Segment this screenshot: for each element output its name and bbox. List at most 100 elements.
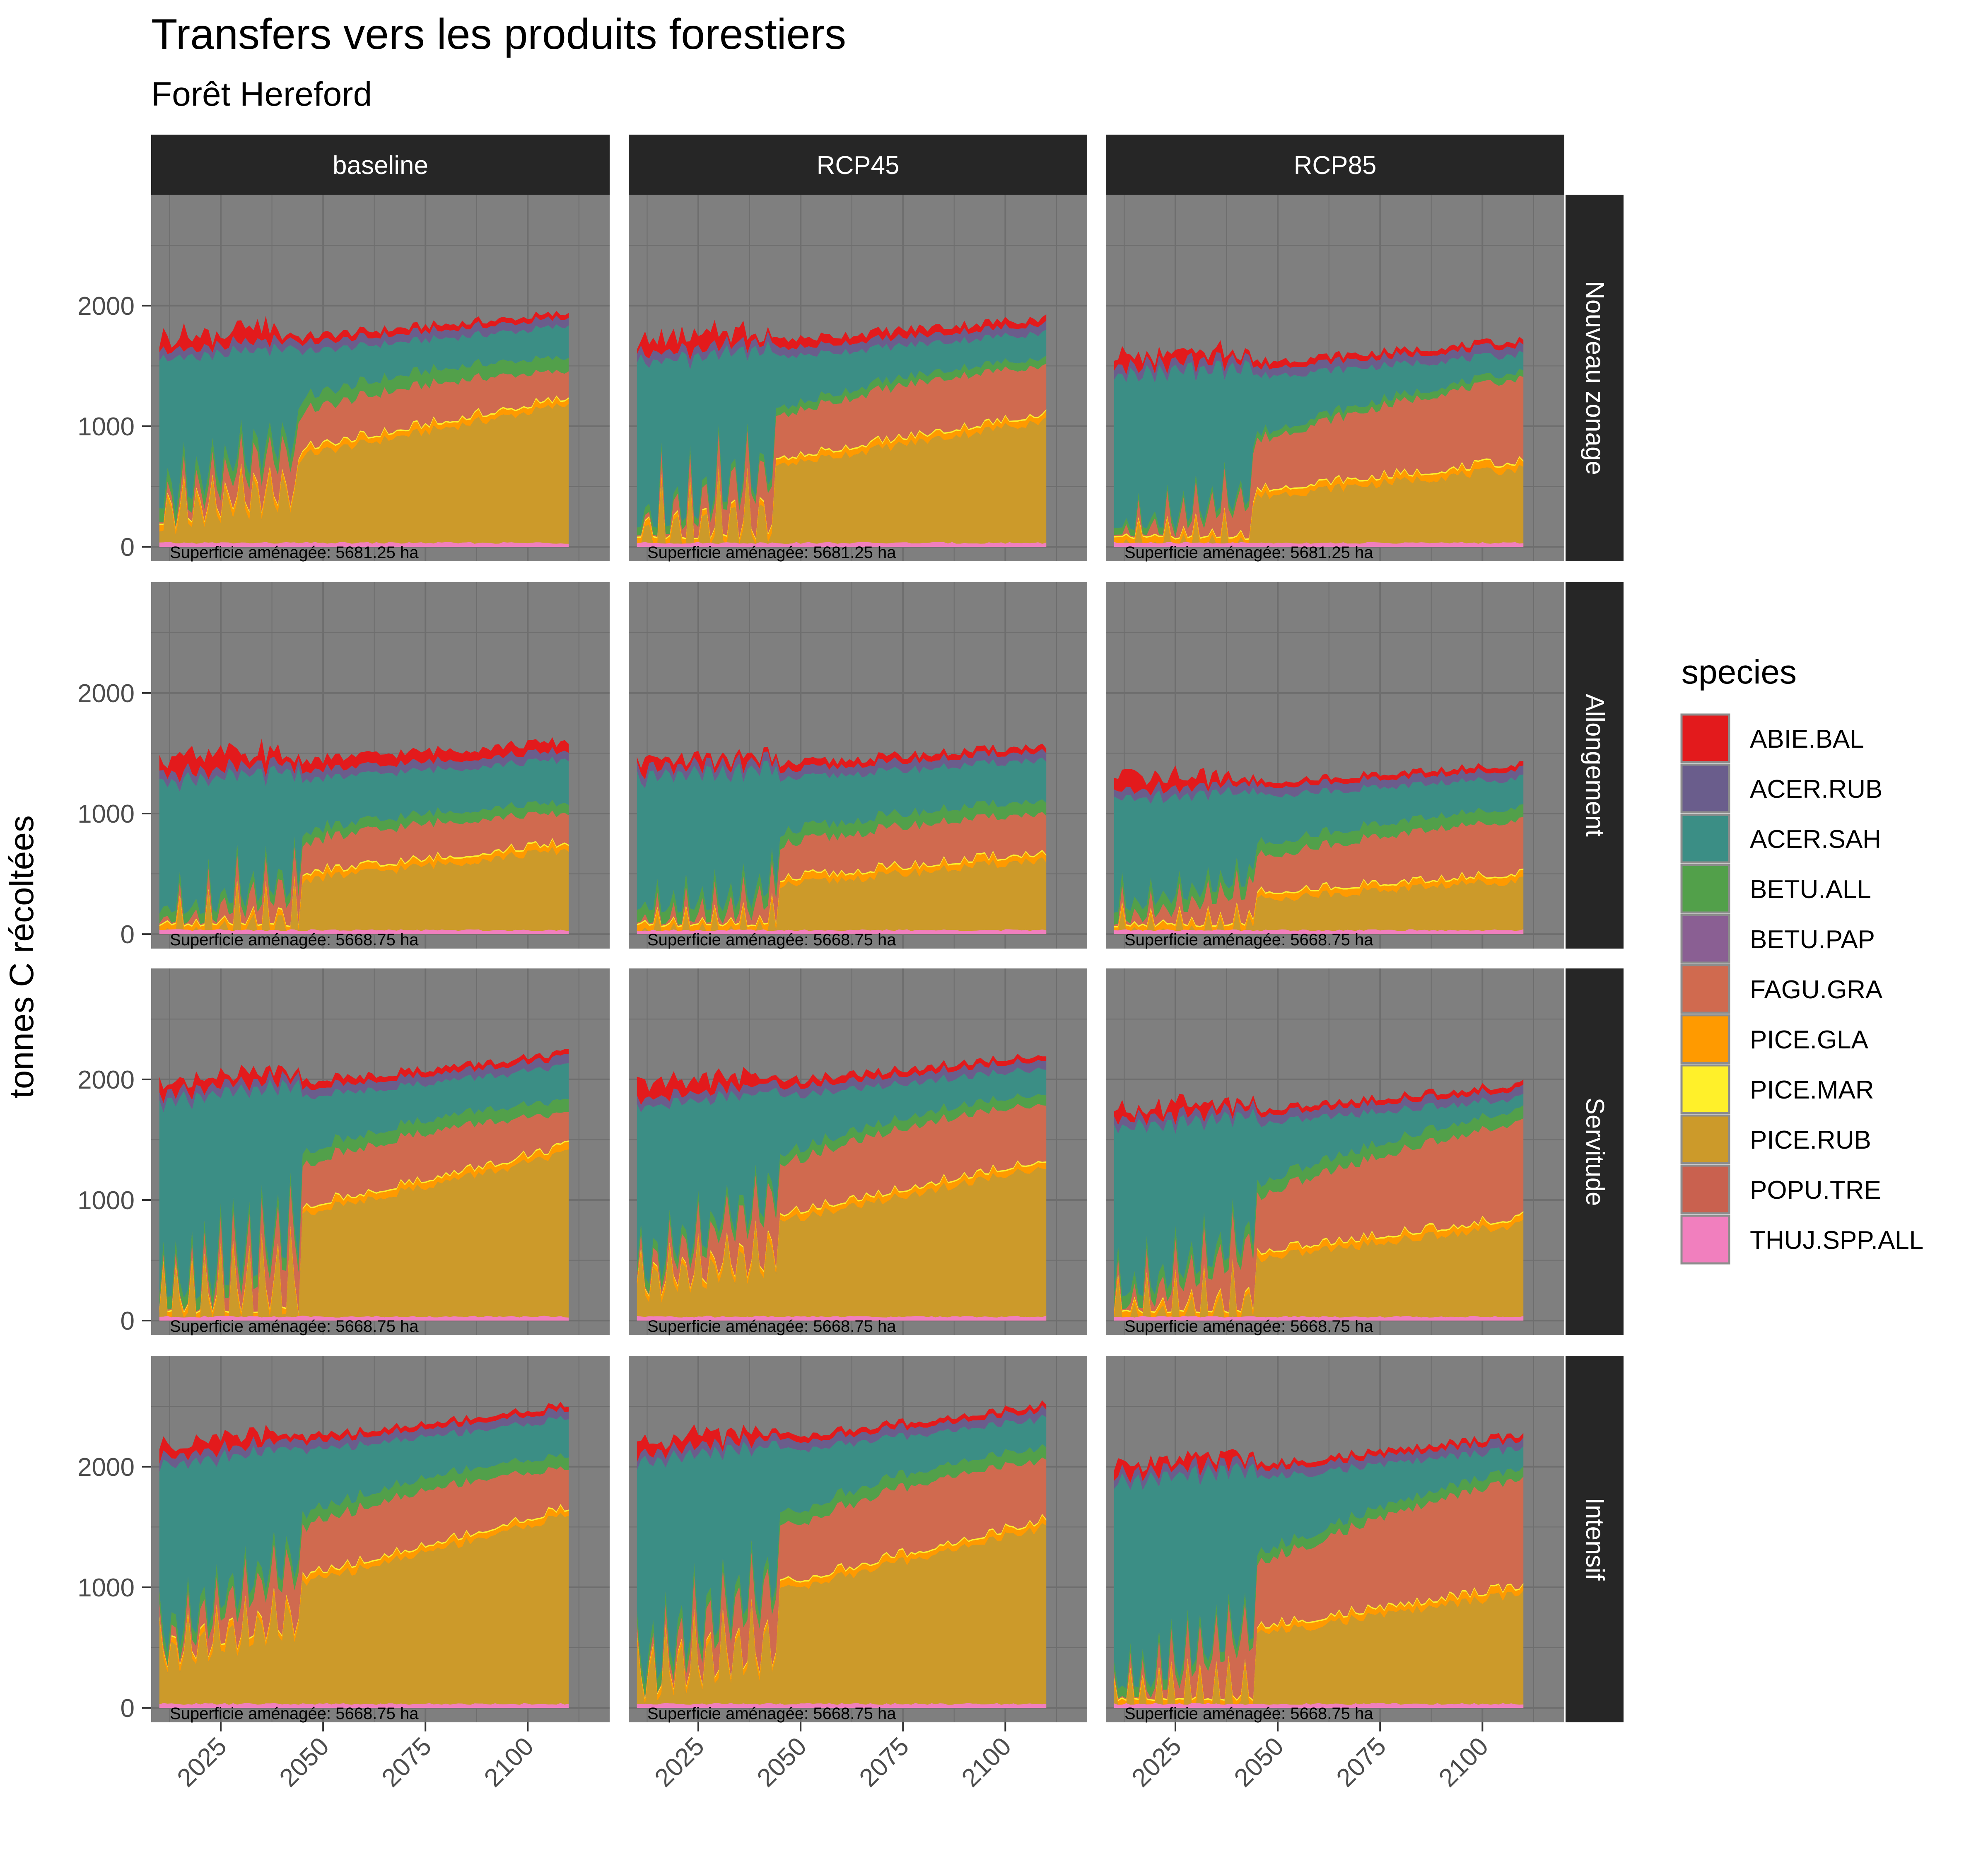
area-acer-rub (1114, 1437, 1524, 1490)
area-acer-rub (637, 321, 1047, 370)
legend-swatch (1680, 964, 1730, 1014)
area-abie-bal (637, 1400, 1047, 1463)
facet-panel: Superficie aménagée: 5668.75 ha (629, 968, 1087, 1335)
area-acer-rub (1114, 341, 1524, 383)
managed-area-label: Superficie aménagée: 5681.25 ha (1124, 543, 1373, 562)
area-fagu-gra (637, 812, 1047, 926)
area-fagu-gra (1114, 1118, 1524, 1312)
area-thuj-spp-all (637, 1316, 1047, 1321)
area-fagu-gra (159, 369, 569, 529)
area-acer-sah (637, 329, 1047, 528)
area-betu-all (159, 1099, 569, 1311)
area-thuj-spp-all (1114, 542, 1524, 547)
y-tick-label: 1000 (77, 413, 135, 441)
area-acer-sah (159, 1416, 569, 1653)
y-tick-label: 0 (121, 1694, 135, 1723)
chart-title: Transfers vers les produits forestiers (151, 10, 846, 58)
strip-background (151, 135, 610, 195)
area-abie-bal (1114, 1432, 1524, 1483)
y-tick-label: 2000 (77, 292, 135, 321)
area-acer-rub (637, 1058, 1047, 1113)
y-tick-label: 1000 (77, 1574, 135, 1602)
legend-label: BETU.PAP (1750, 925, 1875, 954)
area-acer-rub (637, 749, 1047, 789)
area-pice-rub (159, 1513, 569, 1708)
area-betu-all (1114, 804, 1524, 925)
area-thuj-spp-all (637, 929, 1047, 934)
legend-swatch (1680, 1214, 1730, 1265)
area-acer-rub (159, 315, 569, 362)
area-fagu-gra (159, 1112, 569, 1313)
area-pice-rub (637, 1523, 1047, 1708)
strip-label-scenario: RCP85 (1294, 151, 1377, 180)
legend-swatch (1680, 1064, 1730, 1114)
strip-background (629, 135, 1087, 195)
y-axis-label: tonnes C récoltées (3, 815, 41, 1099)
facet-strip-row: Allongement (1566, 582, 1624, 949)
area-thuj-spp-all (159, 542, 569, 547)
managed-area-label: Superficie aménagée: 5668.75 ha (1124, 931, 1373, 949)
area-acer-rub (637, 1405, 1047, 1470)
legend-swatch (1680, 713, 1730, 763)
area-fagu-gra (1114, 375, 1524, 539)
area-abie-bal (637, 1053, 1047, 1105)
managed-area-label: Superficie aménagée: 5668.75 ha (647, 931, 896, 949)
area-thuj-spp-all (637, 542, 1047, 547)
area-acer-rub (1114, 765, 1524, 804)
legend: species ABIE.BAL ACER.RUB ACER.SAH BETU.ALL… (1680, 653, 1923, 1265)
facet-panel: Superficie aménagée: 5668.75 ha (1106, 968, 1564, 1335)
area-pice-rub (159, 847, 569, 934)
legend-label: BETU.ALL (1750, 875, 1871, 904)
area-acer-rub (159, 1054, 569, 1113)
area-pice-gla (159, 839, 569, 932)
area-acer-sah (1114, 774, 1524, 913)
strip-background (1566, 195, 1624, 561)
legend-label: POPU.TRE (1750, 1176, 1881, 1205)
facet-panel: Superficie aménagée: 5668.75 ha (1106, 582, 1564, 949)
legend-swatch (1680, 914, 1730, 964)
area-acer-rub (159, 1406, 569, 1472)
area-acer-rub (159, 747, 569, 792)
managed-area-label: Superficie aménagée: 5668.75 ha (1124, 1705, 1373, 1723)
y-tick-label: 1000 (77, 800, 135, 828)
legend-swatch (1680, 1164, 1730, 1214)
area-pice-rub (637, 1167, 1047, 1321)
facet-panel: Superficie aménagée: 5681.25 ha (629, 195, 1087, 562)
area-abie-bal (637, 314, 1047, 360)
area-betu-all (1114, 1466, 1524, 1699)
strip-label-treatment: Intensif (1580, 1498, 1609, 1581)
facet-panel: Superficie aménagée: 5681.25 ha 0 1000 2000 (77, 195, 610, 562)
area-abie-bal (1114, 1079, 1524, 1125)
strip-label-treatment: Nouveau zonage (1580, 281, 1609, 475)
managed-area-label: Superficie aménagée: 5668.75 ha (647, 1317, 896, 1335)
facet-panel: Superficie aménagée: 5681.25 ha (1106, 195, 1564, 562)
facet-strip-col: RCP45 (629, 135, 1087, 195)
facet-strip-col: RCP85 (1106, 135, 1564, 195)
legend-label: PICE.RUB (1750, 1126, 1871, 1154)
area-acer-rub (1114, 1084, 1524, 1134)
area-betu-all (637, 799, 1047, 925)
area-pice-mar (159, 1140, 569, 1314)
y-tick-label: 0 (121, 533, 135, 562)
area-thuj-spp-all (1114, 1316, 1524, 1321)
area-pice-gla (1114, 457, 1524, 545)
area-fagu-gra (637, 1103, 1047, 1296)
managed-area-label: Superficie aménagée: 5668.75 ha (647, 1705, 896, 1723)
chart-subtitle: Forêt Hereford (151, 75, 372, 113)
legend-label: PICE.GLA (1750, 1026, 1869, 1054)
area-abie-bal (159, 737, 569, 783)
area-fagu-gra (1114, 817, 1524, 926)
area-acer-sah (159, 756, 569, 915)
legend-title: species (1682, 653, 1797, 691)
area-betu-all (159, 355, 569, 527)
area-fagu-gra (1114, 1476, 1524, 1700)
strip-label-scenario: baseline (333, 151, 428, 180)
area-acer-sah (159, 324, 569, 514)
strip-label-treatment: Allongement (1580, 694, 1609, 837)
y-tick-label: 2000 (77, 1066, 135, 1094)
facet-strip-row: Servitude (1566, 968, 1624, 1335)
area-abie-bal (637, 744, 1047, 780)
area-abie-bal (159, 311, 569, 354)
strip-background (1566, 1356, 1624, 1722)
managed-area-label: Superficie aménagée: 5668.75 ha (170, 1317, 419, 1335)
